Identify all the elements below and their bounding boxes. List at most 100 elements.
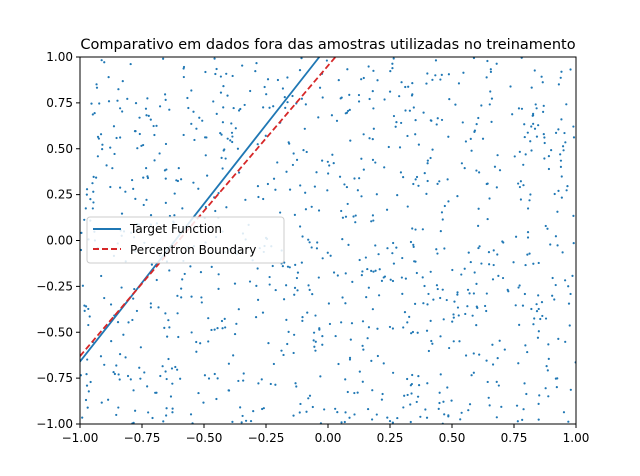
scatter-point bbox=[100, 274, 103, 278]
scatter-point bbox=[358, 370, 361, 373]
scatter-point bbox=[92, 175, 95, 179]
scatter-point bbox=[547, 343, 550, 346]
scatter-point bbox=[356, 189, 359, 192]
scatter-point bbox=[537, 330, 540, 333]
scatter-point bbox=[85, 193, 88, 196]
scatter-point bbox=[561, 145, 565, 148]
scatter-point bbox=[134, 197, 137, 200]
scatter-point bbox=[145, 167, 148, 170]
scatter-point bbox=[431, 342, 434, 345]
scatter-point bbox=[485, 309, 488, 313]
scatter-point bbox=[314, 314, 317, 317]
scatter-point bbox=[302, 149, 305, 152]
scatter-point bbox=[93, 111, 96, 115]
scatter-point bbox=[348, 358, 352, 361]
scatter-point bbox=[391, 421, 394, 424]
scatter-point bbox=[361, 380, 364, 383]
y-tick-label: 0.25 bbox=[46, 188, 73, 202]
scatter-point bbox=[391, 327, 394, 330]
scatter-point bbox=[495, 380, 498, 383]
scatter-point bbox=[176, 294, 179, 297]
scatter-point bbox=[233, 282, 237, 285]
scatter-point bbox=[109, 303, 113, 306]
scatter-point bbox=[416, 395, 420, 398]
scatter-point bbox=[327, 172, 330, 175]
scatter-point bbox=[380, 279, 384, 282]
scatter-point bbox=[544, 224, 547, 228]
scatter-point bbox=[118, 353, 122, 356]
scatter-point bbox=[346, 109, 350, 113]
scatter-point bbox=[561, 251, 564, 254]
scatter-point bbox=[167, 357, 170, 361]
scatter-point bbox=[443, 204, 446, 208]
scatter-point bbox=[244, 198, 247, 201]
scatter-point bbox=[167, 319, 170, 322]
scatter-point bbox=[387, 145, 390, 149]
scatter-point bbox=[415, 400, 418, 404]
scatter-point bbox=[89, 380, 92, 384]
scatter-point bbox=[562, 411, 566, 414]
scatter-point bbox=[425, 329, 429, 332]
scatter-point bbox=[134, 102, 138, 105]
scatter-point bbox=[452, 313, 455, 316]
scatter-point bbox=[257, 195, 260, 199]
scatter-point bbox=[87, 307, 90, 311]
scatter-point bbox=[147, 114, 150, 117]
scatter-point bbox=[294, 263, 297, 266]
scatter-point bbox=[119, 107, 122, 110]
scatter-point bbox=[170, 367, 174, 370]
scatter-point bbox=[323, 408, 326, 411]
scatter-point bbox=[537, 307, 540, 311]
scatter-point bbox=[392, 114, 396, 118]
x-tick-label: −0.75 bbox=[124, 431, 161, 445]
scatter-point bbox=[151, 416, 154, 420]
scatter-point bbox=[109, 146, 112, 149]
scatter-point bbox=[486, 217, 489, 221]
scatter-point bbox=[513, 155, 516, 158]
scatter-point bbox=[249, 89, 252, 93]
scatter-point bbox=[371, 214, 375, 217]
scatter-point bbox=[549, 243, 552, 246]
scatter-point bbox=[518, 323, 521, 326]
scatter-point bbox=[537, 294, 540, 297]
scatter-point bbox=[443, 247, 446, 250]
scatter-point bbox=[132, 389, 135, 392]
scatter-point bbox=[512, 261, 515, 264]
scatter-point bbox=[168, 326, 171, 329]
legend-box bbox=[86, 216, 285, 264]
scatter-point bbox=[473, 130, 476, 133]
scatter-point bbox=[353, 391, 356, 395]
scatter-point bbox=[146, 97, 149, 100]
scatter-point bbox=[374, 161, 377, 164]
scatter-point bbox=[272, 177, 276, 180]
scatter-point bbox=[439, 78, 442, 81]
scatter-point bbox=[445, 298, 448, 302]
scatter-point bbox=[303, 127, 306, 130]
x-tick-label: −0.50 bbox=[186, 431, 223, 445]
scatter-point bbox=[164, 312, 167, 315]
scatter-point bbox=[447, 73, 450, 76]
scatter-point bbox=[265, 93, 268, 96]
scatter-point bbox=[261, 407, 264, 411]
scatter-point bbox=[304, 208, 308, 211]
scatter-point bbox=[158, 105, 162, 108]
scatter-point bbox=[484, 304, 487, 308]
scatter-point bbox=[325, 59, 328, 62]
scatter-point bbox=[252, 410, 255, 413]
scatter-point bbox=[468, 292, 471, 295]
scatter-point bbox=[190, 331, 193, 334]
scatter-point bbox=[80, 231, 83, 234]
scatter-point bbox=[530, 307, 533, 311]
scatter-point bbox=[230, 122, 233, 125]
scatter-point bbox=[293, 333, 296, 336]
scatter-point bbox=[530, 86, 533, 89]
scatter-point bbox=[81, 416, 84, 419]
scatter-point bbox=[345, 111, 349, 114]
scatter-point bbox=[154, 391, 157, 394]
scatter-point bbox=[543, 141, 546, 145]
scatter-point bbox=[382, 276, 385, 279]
scatter-point bbox=[329, 254, 332, 257]
scatter-point bbox=[456, 306, 460, 309]
scatter-point bbox=[234, 127, 237, 130]
scatter-point bbox=[406, 134, 409, 138]
